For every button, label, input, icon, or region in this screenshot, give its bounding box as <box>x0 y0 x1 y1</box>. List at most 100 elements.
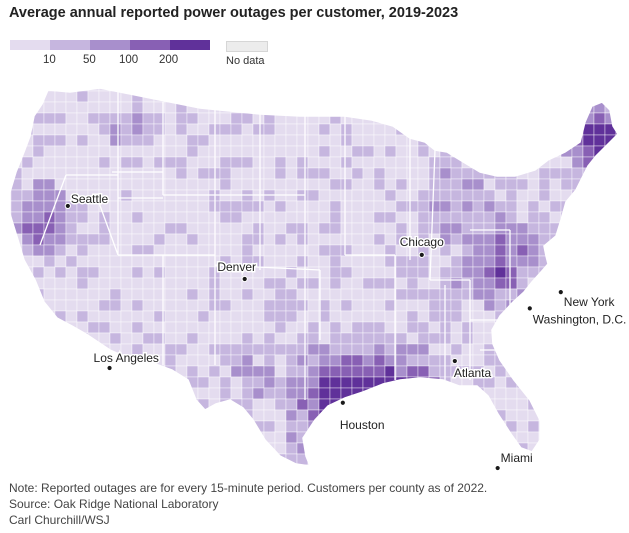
county-cell <box>43 211 56 224</box>
county-cell <box>329 178 342 191</box>
county-cell <box>296 343 309 356</box>
county-cell <box>494 299 507 312</box>
county-cell <box>395 277 408 290</box>
county-cell <box>527 420 540 433</box>
county-cell <box>417 288 430 301</box>
county-cell <box>373 200 386 213</box>
county-cell <box>43 189 56 202</box>
county-cell <box>296 310 309 323</box>
county-cell <box>32 189 45 202</box>
county-cell <box>164 156 177 169</box>
county-cell <box>109 211 122 224</box>
county-cell <box>252 299 265 312</box>
county-cell <box>65 255 78 268</box>
county-cell <box>384 156 397 169</box>
county-cell <box>395 222 408 235</box>
county-cell <box>252 332 265 345</box>
county-cell <box>384 178 397 191</box>
county-cell <box>98 288 111 301</box>
county-cell <box>65 123 78 136</box>
county-cell <box>263 145 276 158</box>
county-cell <box>494 376 507 389</box>
county-cell <box>197 167 210 180</box>
county-cell <box>274 398 287 411</box>
county-cell <box>76 90 89 103</box>
county-cell <box>263 288 276 301</box>
county-cell <box>318 387 331 400</box>
county-cell <box>483 189 496 202</box>
county-cell <box>263 299 276 312</box>
county-cell <box>120 332 133 345</box>
county-cell <box>340 134 353 147</box>
county-cell <box>373 189 386 202</box>
city-label: Atlanta <box>454 366 492 380</box>
county-cell <box>131 332 144 345</box>
county-cell <box>329 376 342 389</box>
county-cell <box>285 365 298 378</box>
county-cell <box>351 376 364 389</box>
county-cell <box>296 420 309 433</box>
county-cell <box>329 200 342 213</box>
county-cell <box>307 299 320 312</box>
county-cell <box>142 299 155 312</box>
county-cell <box>395 321 408 334</box>
county-cell <box>10 200 23 213</box>
county-cell <box>109 299 122 312</box>
county-cell <box>263 167 276 180</box>
county-cell <box>340 200 353 213</box>
county-cell <box>230 310 243 323</box>
county-cell <box>417 310 430 323</box>
county-cell <box>54 156 67 169</box>
county-cell <box>65 310 78 323</box>
county-cell <box>43 112 56 125</box>
county-cell <box>362 299 375 312</box>
legend-threshold-label: 50 <box>83 54 96 66</box>
county-cell <box>120 299 133 312</box>
county-cell <box>285 409 298 422</box>
county-cell <box>87 244 100 257</box>
county-cell <box>461 255 474 268</box>
county-cell <box>351 288 364 301</box>
county-cell <box>406 343 419 356</box>
county-cell <box>87 178 100 191</box>
county-cell <box>175 266 188 279</box>
county-cell <box>131 222 144 235</box>
county-cell <box>54 299 67 312</box>
county-cell <box>450 167 463 180</box>
county-cell <box>494 255 507 268</box>
county-cell <box>417 299 430 312</box>
county-cell <box>340 365 353 378</box>
county-cell <box>285 156 298 169</box>
county-cell <box>120 101 133 114</box>
county-cell <box>274 145 287 158</box>
county-cell <box>373 288 386 301</box>
county-cell <box>516 266 529 279</box>
county-cell <box>296 211 309 224</box>
county-cell <box>274 387 287 400</box>
county-cell <box>362 211 375 224</box>
county-cell <box>351 200 364 213</box>
county-cell <box>516 420 529 433</box>
county-cell <box>252 156 265 169</box>
county-cell <box>318 376 331 389</box>
county-cell <box>120 156 133 169</box>
county-cell <box>483 222 496 235</box>
county-cell <box>362 321 375 334</box>
county-cell <box>406 156 419 169</box>
legend-swatch-4 <box>130 40 170 50</box>
county-cell <box>318 189 331 202</box>
county-cell <box>54 233 67 246</box>
county-cell <box>296 288 309 301</box>
county-cell <box>417 167 430 180</box>
county-cell <box>472 189 485 202</box>
county-cell <box>98 244 111 257</box>
county-cell <box>318 222 331 235</box>
county-cell <box>351 123 364 136</box>
county-cell <box>494 387 507 400</box>
county-cell <box>175 321 188 334</box>
county-cell <box>230 134 243 147</box>
county-cell <box>252 244 265 257</box>
county-cell <box>175 167 188 180</box>
county-cell <box>318 255 331 268</box>
county-cell <box>32 244 45 257</box>
